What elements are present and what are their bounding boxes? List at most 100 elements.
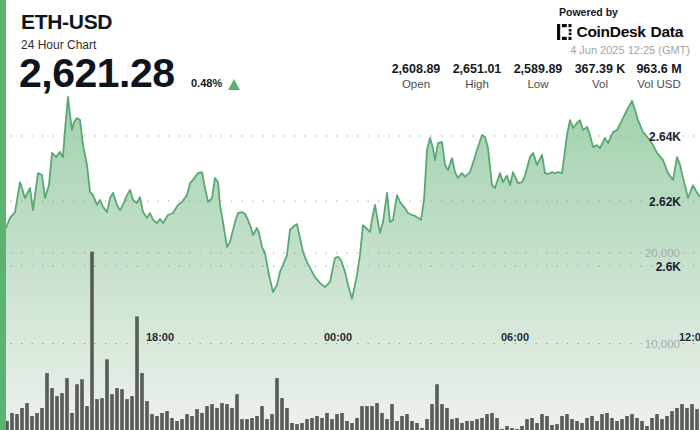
volume-bar: [290, 423, 294, 430]
volume-bar: [320, 418, 324, 430]
volume-bar: [85, 406, 89, 430]
time-axis-label: 00:00: [324, 331, 352, 343]
stat-vol-value: 367.39 K: [575, 62, 626, 76]
volume-bar: [15, 414, 19, 430]
volume-bar: [680, 404, 684, 430]
volume-bar: [180, 419, 184, 430]
volume-bar: [105, 359, 109, 430]
volume-bar: [365, 406, 369, 430]
volume-bar: [230, 408, 234, 430]
volume-bar: [335, 414, 339, 430]
volume-bar: [220, 403, 224, 430]
volume-bar: [95, 399, 99, 430]
volume-bar: [340, 413, 344, 430]
volume-bar: [250, 418, 254, 430]
coindesk-data-link[interactable]: CoinDesk Data: [557, 23, 684, 41]
volume-bar: [470, 421, 474, 430]
volume-bar: [265, 419, 269, 430]
volume-bar: [600, 414, 604, 430]
volume-bar: [150, 414, 154, 430]
current-price: 2,621.28: [19, 50, 175, 97]
volume-bar: [145, 401, 149, 430]
volume-bar: [595, 421, 599, 430]
time-axis-label: 18:00: [146, 331, 174, 343]
coindesk-data-wordmark: CoinDesk Data: [577, 23, 684, 41]
volume-bar: [350, 423, 354, 430]
volume-bar: [450, 419, 454, 430]
volume-bar: [390, 404, 394, 430]
volume-bar: [485, 414, 489, 430]
price-axis-label: 2.6K: [656, 260, 682, 274]
volume-bar: [115, 388, 119, 430]
volume-bar: [465, 421, 469, 430]
volume-bar: [440, 404, 444, 430]
volume-bar: [405, 414, 409, 430]
volume-bar: [495, 418, 499, 430]
volume-bar: [100, 398, 104, 430]
volume-bar: [690, 404, 694, 430]
volume-bar: [270, 414, 274, 430]
volume-bar: [570, 419, 574, 430]
volume-bar: [285, 408, 289, 430]
volume-bar: [590, 416, 594, 430]
volume-bar: [635, 418, 639, 430]
volume-bar: [550, 425, 554, 430]
volume-bar: [410, 421, 414, 430]
volume-bar: [585, 418, 589, 430]
volume-bar: [325, 413, 329, 430]
volume-bar: [385, 419, 389, 430]
volume-bar: [505, 426, 509, 430]
volume-bar: [655, 414, 659, 430]
powered-by-label: Powered by: [559, 6, 618, 18]
volume-bar: [160, 413, 164, 430]
volume-bar: [75, 384, 79, 430]
stat-vol-label: Vol: [575, 78, 626, 90]
volume-bar: [435, 384, 439, 430]
time-axis-label: 06:00: [501, 331, 529, 343]
volume-axis-label: 10,000: [645, 338, 680, 350]
volume-bar: [135, 316, 139, 430]
volume-bar: [175, 421, 179, 430]
volume-bar: [565, 414, 569, 430]
volume-bar: [575, 421, 579, 430]
volume-bar: [490, 413, 494, 430]
volume-bar: [245, 419, 249, 430]
volume-bar: [640, 421, 644, 430]
volume-bar: [90, 252, 94, 430]
volume-bar: [695, 409, 699, 430]
volume-bar: [425, 419, 429, 430]
volume-bar: [475, 419, 479, 430]
stat-low-value: 2,589.89: [514, 62, 563, 76]
time-axis-label: 12:00: [679, 331, 700, 343]
volume-bar: [65, 378, 69, 430]
volume-bar: [625, 416, 629, 430]
volume-bar: [240, 419, 244, 430]
volume-bar: [620, 419, 624, 430]
volume-bar: [170, 418, 174, 430]
volume-bar: [395, 421, 399, 430]
volume-bar: [125, 399, 129, 430]
price-axis-label: 2.64K: [649, 130, 681, 144]
volume-bar: [255, 416, 259, 430]
stat-high: 2,651.01 High: [453, 62, 502, 90]
volume-bar: [445, 408, 449, 430]
volume-bar: [280, 398, 284, 430]
volume-bar: [300, 423, 304, 430]
stat-low-label: Low: [514, 78, 563, 90]
volume-bar: [455, 418, 459, 430]
stat-vol-usd-label: Vol USD: [636, 78, 681, 90]
volume-bar: [60, 393, 64, 430]
volume-bar: [415, 423, 419, 430]
volume-bar: [30, 416, 34, 430]
price-axis-label: 2.62K: [649, 195, 681, 209]
volume-bar: [140, 373, 144, 430]
volume-bar: [535, 423, 539, 430]
volume-bar: [10, 413, 14, 430]
volume-bar: [205, 406, 209, 430]
volume-bar: [195, 409, 199, 430]
timestamp: 4 Jun 2025 12:25 (GMT): [570, 44, 690, 56]
volume-bar: [40, 408, 44, 430]
volume-bar: [605, 413, 609, 430]
volume-bar: [670, 411, 674, 430]
volume-bar: [400, 416, 404, 430]
